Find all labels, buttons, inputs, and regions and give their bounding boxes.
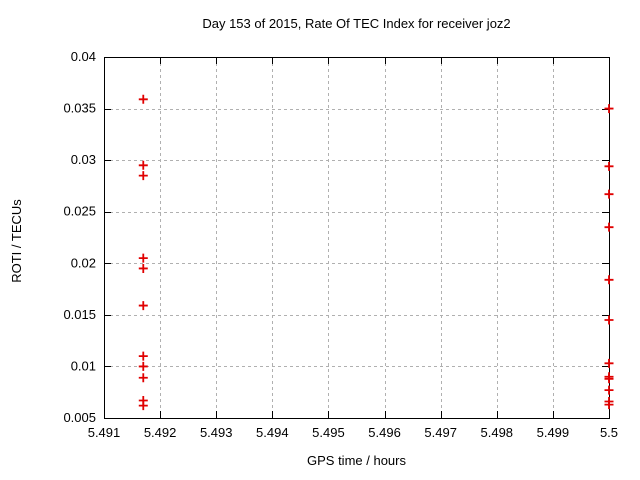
plot-border [104, 57, 610, 419]
y-tick-label: 0.02 [71, 255, 96, 270]
data-point-marker [138, 373, 148, 383]
data-point-marker [138, 94, 148, 104]
x-tick-label: 5.498 [481, 425, 514, 440]
data-point-marker [138, 401, 148, 411]
y-tick-label: 0.025 [63, 204, 96, 219]
data-point-marker [604, 161, 614, 171]
x-tick-label: 5.496 [368, 425, 401, 440]
x-tick-label: 5.497 [424, 425, 457, 440]
data-point-marker [604, 315, 614, 325]
y-tick-label: 0.005 [63, 410, 96, 425]
data-point-marker [138, 263, 148, 273]
y-tick-label: 0.03 [71, 152, 96, 167]
chart-title: Day 153 of 2015, Rate Of TEC Index for r… [202, 16, 511, 31]
data-point-marker [138, 253, 148, 263]
x-tick-label: 5.495 [312, 425, 345, 440]
data-point-marker [604, 222, 614, 232]
y-tick-label: 0.01 [71, 358, 96, 373]
data-point-marker [604, 189, 614, 199]
data-point-marker [604, 358, 614, 368]
x-axis-label: GPS time / hours [307, 453, 406, 468]
x-tick-label: 5.491 [88, 425, 121, 440]
y-tick-label: 0.035 [63, 101, 96, 116]
x-tick-label: 5.499 [537, 425, 570, 440]
data-point-marker [604, 374, 614, 384]
data-point-marker [604, 275, 614, 285]
y-tick-label: 0.04 [71, 49, 96, 64]
data-point-marker [604, 104, 614, 114]
data-point-marker [138, 160, 148, 170]
data-point-marker [138, 351, 148, 361]
data-point-marker [138, 361, 148, 371]
x-tick-label: 5.493 [200, 425, 233, 440]
x-tick-label: 5.494 [256, 425, 289, 440]
data-point-marker [604, 385, 614, 395]
x-tick-label: 5.5 [600, 425, 618, 440]
data-point-marker [138, 171, 148, 181]
data-point-marker [604, 400, 614, 410]
data-point-marker [138, 301, 148, 311]
x-tick-label: 5.492 [144, 425, 177, 440]
y-tick-label: 0.015 [63, 307, 96, 322]
